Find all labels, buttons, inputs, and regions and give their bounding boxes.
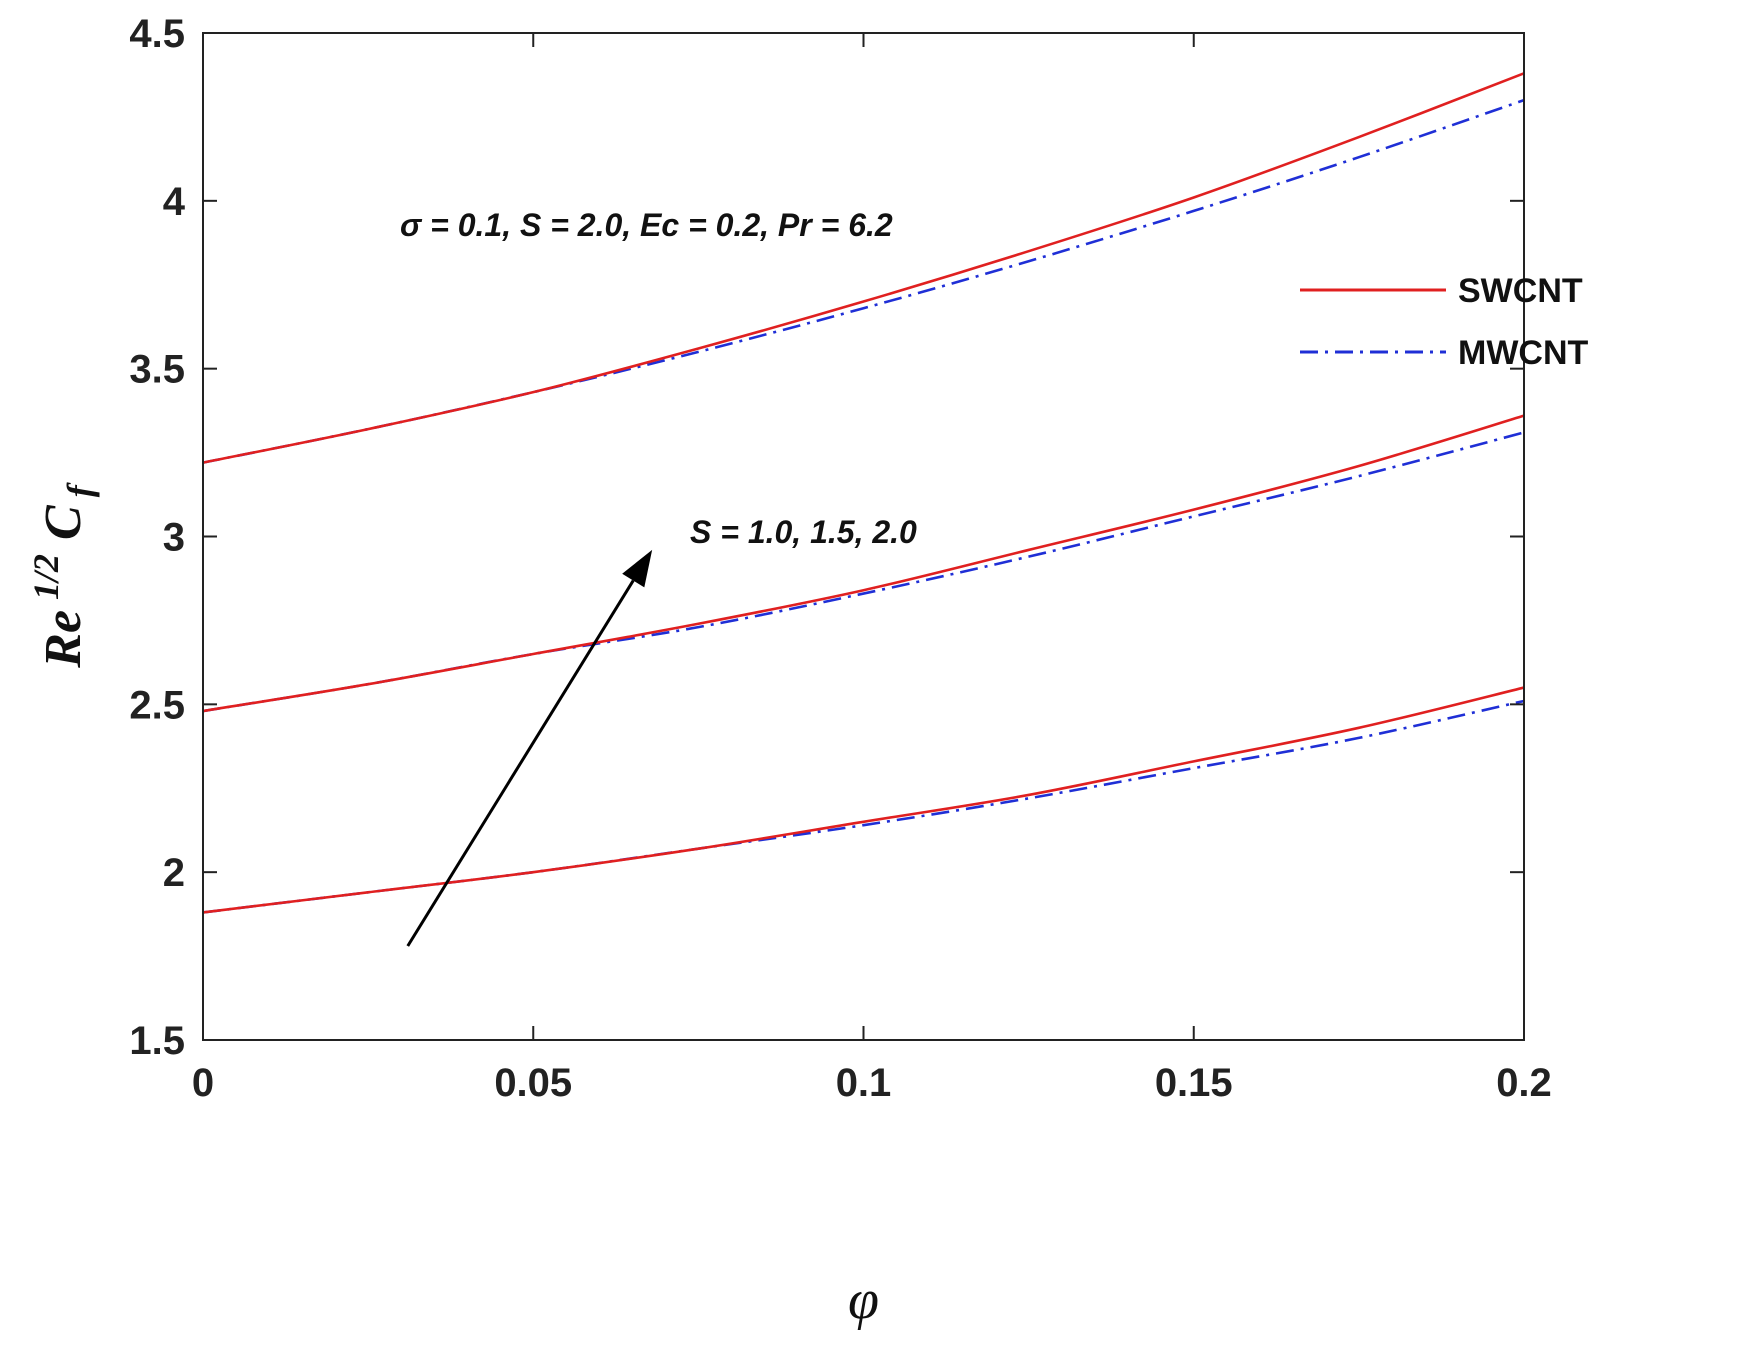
x-tick-label: 0.2 xyxy=(1496,1061,1552,1105)
parameter-annotation: σ = 0.1, S = 2.0, Ec = 0.2, Pr = 6.2 xyxy=(400,207,893,243)
y-axis-label-sub: f xyxy=(60,482,100,497)
x-tick-label: 0.1 xyxy=(836,1061,892,1105)
legend-label-mwcnt: MWCNT xyxy=(1458,334,1589,372)
y-tick-label: 2 xyxy=(163,851,185,895)
y-tick-label: 2.5 xyxy=(129,683,185,727)
y-tick-label: 4 xyxy=(163,180,186,224)
y-axis-label-base: Re xyxy=(35,610,92,669)
x-axis-label: φ xyxy=(848,1269,879,1331)
series-line-mwcnt xyxy=(202,98,1525,464)
x-tick-label: 0.05 xyxy=(494,1061,572,1105)
x-tick-label: 0 xyxy=(192,1061,214,1105)
arrow-annotation: S = 1.0, 1.5, 2.0 xyxy=(690,514,917,550)
y-tick-label: 1.5 xyxy=(129,1019,185,1063)
ticks-layer: 0 0.05 0.1 0.15 0.2 1.5 2 2.5 3 3.5 4 4.5 xyxy=(129,12,1551,1105)
y-axis-label: Re 1/2 C f xyxy=(26,482,100,668)
legend: SWCNT MWCNT xyxy=(1300,272,1589,372)
y-axis-label-tail: C xyxy=(35,504,92,540)
series-line-swcnt xyxy=(202,414,1525,713)
y-tick-label: 3 xyxy=(163,516,185,560)
series-line-swcnt xyxy=(202,686,1525,914)
x-tick-label: 0.15 xyxy=(1155,1061,1233,1105)
series-layer xyxy=(202,72,1525,914)
y-axis-label-sup: 1/2 xyxy=(26,554,66,600)
y-tick-label: 3.5 xyxy=(129,348,185,392)
annotation-layer: σ = 0.1, S = 2.0, Ec = 0.2, Pr = 6.2 S =… xyxy=(400,207,917,947)
y-tick-label: 4.5 xyxy=(129,12,185,56)
trend-arrow-line xyxy=(406,579,635,947)
trend-arrow-head xyxy=(622,549,653,588)
legend-label-swcnt: SWCNT xyxy=(1458,272,1583,310)
series-line-swcnt xyxy=(202,72,1525,464)
